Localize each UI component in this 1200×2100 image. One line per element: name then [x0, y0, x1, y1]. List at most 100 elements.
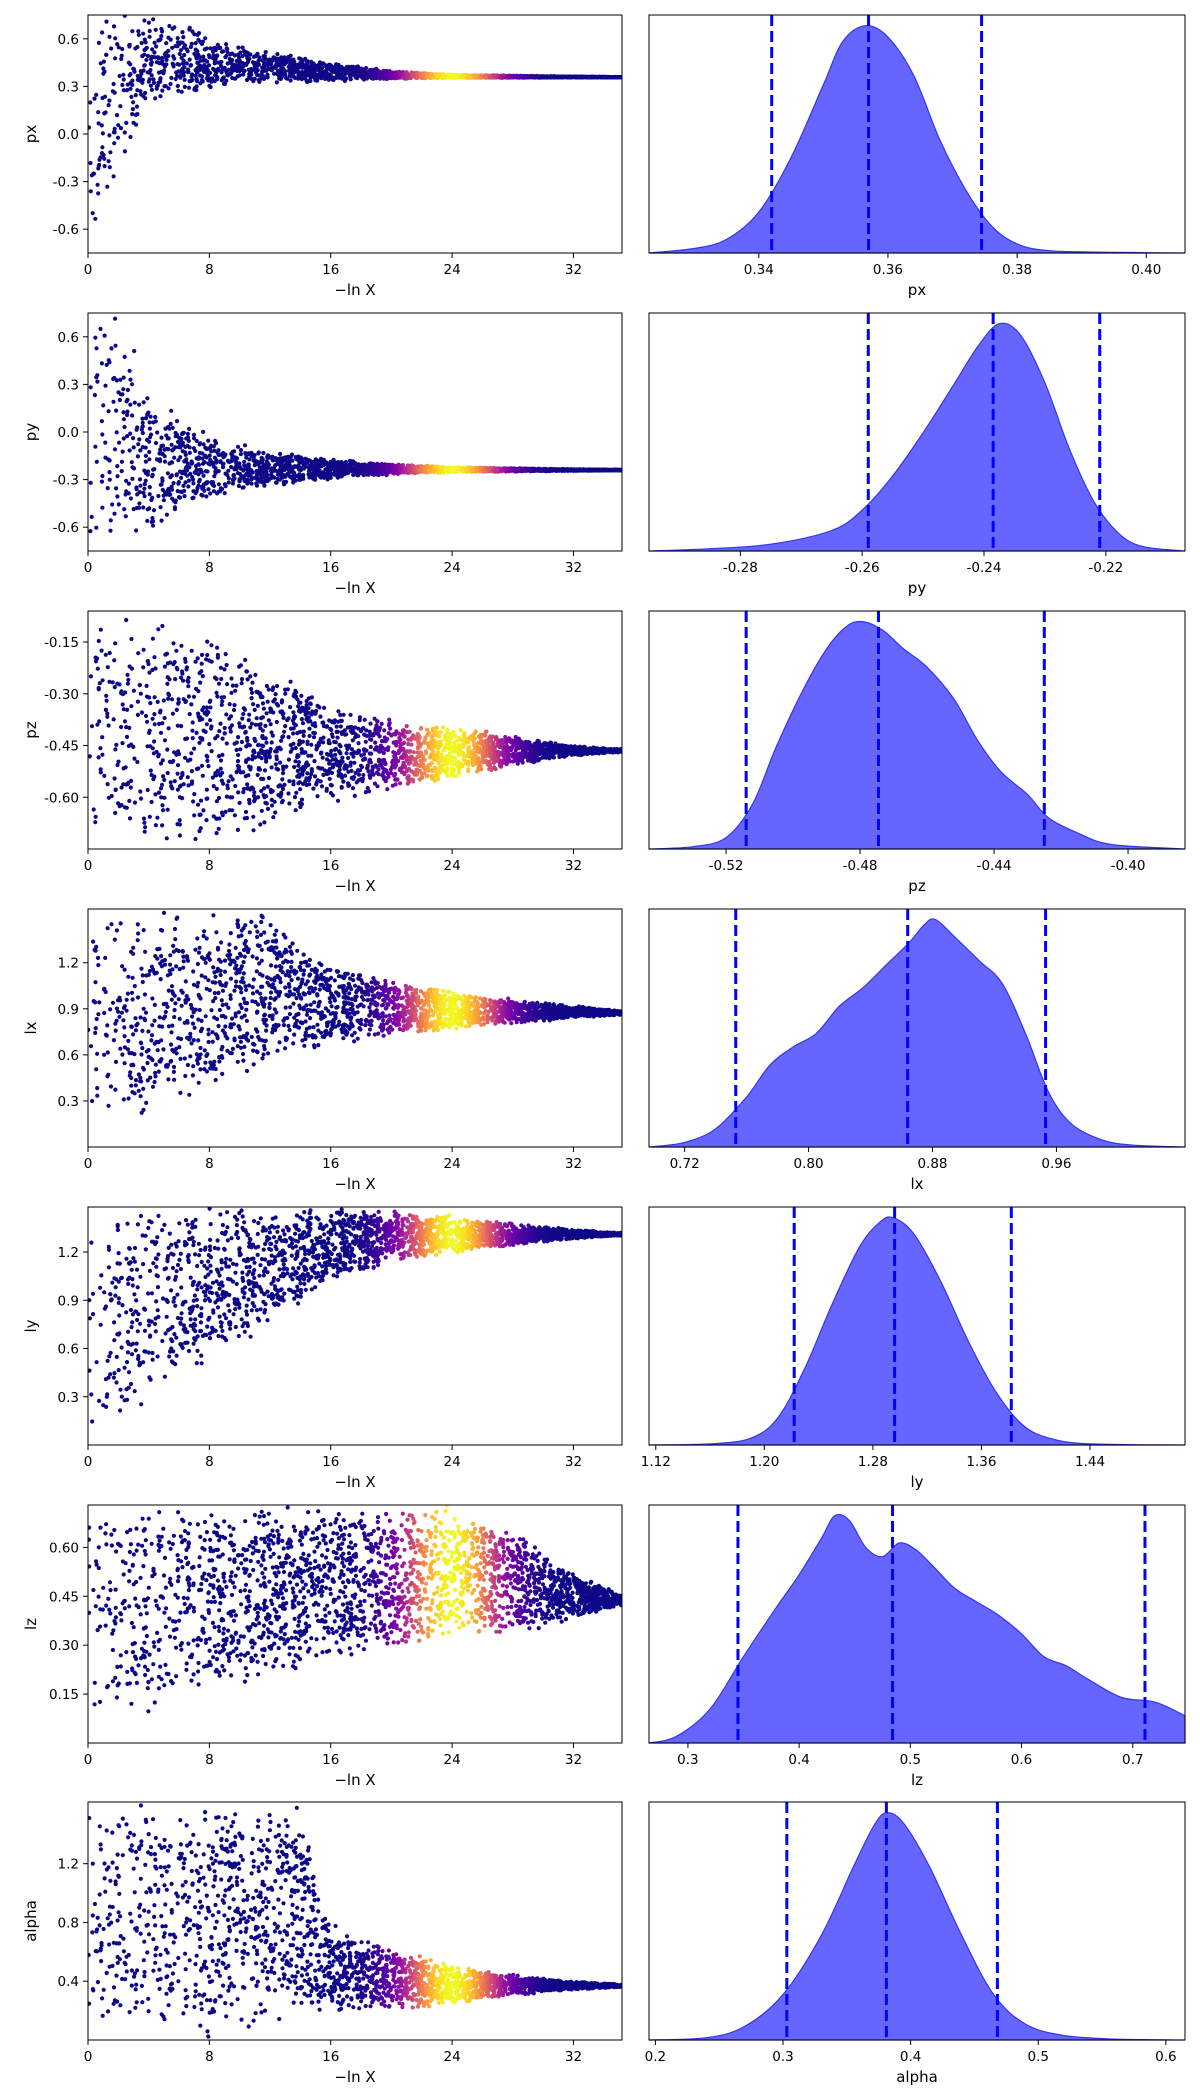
- trace-point: [184, 465, 189, 470]
- trace-point: [104, 19, 109, 24]
- trace-point: [121, 88, 126, 93]
- trace-point: [129, 460, 134, 465]
- trace-point: [568, 74, 573, 80]
- trace-point: [312, 75, 317, 80]
- trace-point: [268, 468, 273, 474]
- trace-point: [150, 516, 155, 521]
- trace-point: [162, 459, 168, 464]
- trace-point: [321, 75, 326, 80]
- trace-point: [108, 528, 113, 533]
- trace-point: [180, 40, 185, 45]
- trace-point: [134, 528, 139, 533]
- trace-point: [101, 66, 106, 71]
- trace-point: [119, 469, 124, 474]
- trace-point: [282, 69, 288, 74]
- trace-point: [200, 493, 205, 498]
- trace-point: [99, 419, 104, 424]
- trace-point: [134, 485, 139, 490]
- trace-point: [447, 469, 452, 474]
- trace-point: [164, 50, 169, 56]
- trace-point: [137, 437, 142, 442]
- trace-point: [92, 393, 97, 398]
- trace-point: [150, 519, 156, 524]
- trace-point: [243, 451, 248, 456]
- trace-point: [179, 55, 184, 61]
- trace-point: [206, 487, 211, 492]
- trace-point: [159, 34, 164, 39]
- trace-point: [88, 100, 93, 105]
- trace-point: [113, 36, 118, 41]
- trace-point: [245, 60, 250, 65]
- trace-point: [175, 73, 180, 79]
- trace-point: [342, 471, 347, 477]
- trace-point: [360, 75, 365, 80]
- trace-point: [134, 104, 139, 109]
- trace-point: [179, 475, 184, 480]
- trace-point: [176, 88, 181, 93]
- trace-point: [191, 436, 197, 441]
- trace-point: [107, 133, 112, 138]
- trace-point: [154, 60, 159, 65]
- trace-point: [261, 450, 266, 456]
- trace-point: [307, 71, 312, 76]
- trace-point: [249, 481, 254, 486]
- trace-point: [149, 54, 154, 60]
- trace-point: [265, 72, 270, 77]
- trace-point: [273, 457, 278, 462]
- trace-point: [552, 467, 558, 472]
- trace-point: [171, 62, 176, 67]
- trace-point: [226, 476, 231, 481]
- trace-point: [107, 458, 112, 463]
- y-tick-label: 0.3: [58, 79, 79, 95]
- trace-point: [166, 35, 171, 40]
- axes-frame: [648, 14, 1186, 254]
- trace-point: [161, 498, 166, 503]
- trace-point: [371, 463, 376, 468]
- trace-point: [156, 493, 161, 499]
- trace-point: [128, 496, 133, 501]
- trace-point: [121, 72, 126, 77]
- trace-point: [425, 72, 430, 77]
- trace-point: [166, 489, 171, 494]
- trace-point: [148, 83, 153, 88]
- trace-point: [130, 413, 135, 418]
- trace-point: [185, 49, 190, 54]
- trace-point: [181, 483, 186, 488]
- trace-point: [131, 100, 136, 105]
- trace-point: [204, 446, 209, 452]
- trace-point: [221, 450, 226, 456]
- trace-point: [311, 470, 316, 475]
- trace-point: [174, 472, 179, 477]
- trace-point: [400, 463, 405, 468]
- trace-point: [242, 463, 247, 468]
- trace-point: [579, 75, 584, 80]
- trace-point: [247, 457, 252, 462]
- trace-point: [119, 53, 124, 58]
- trace-point: [201, 442, 206, 447]
- trace-point: [442, 466, 447, 472]
- trace-point: [222, 482, 227, 487]
- trace-point: [196, 483, 201, 488]
- trace-point: [131, 436, 136, 441]
- trace-point: [164, 62, 169, 67]
- trace-point: [225, 61, 230, 66]
- trace-point: [218, 489, 223, 494]
- trace-point: [127, 816, 133, 821]
- trace-point: [242, 459, 247, 464]
- trace-point: [215, 77, 220, 82]
- trace-point: [272, 463, 278, 468]
- trace-point: [389, 72, 394, 77]
- trace-point: [272, 71, 277, 76]
- trace-point: [106, 409, 111, 414]
- trace-point: [99, 123, 104, 128]
- trace-point: [210, 56, 216, 61]
- trace-point: [303, 56, 308, 62]
- trace-point: [107, 98, 112, 103]
- trace-point: [96, 110, 101, 115]
- trace-point: [156, 70, 162, 75]
- trace-point: [187, 57, 192, 62]
- trace-point: [198, 58, 203, 63]
- trace-point: [129, 382, 135, 387]
